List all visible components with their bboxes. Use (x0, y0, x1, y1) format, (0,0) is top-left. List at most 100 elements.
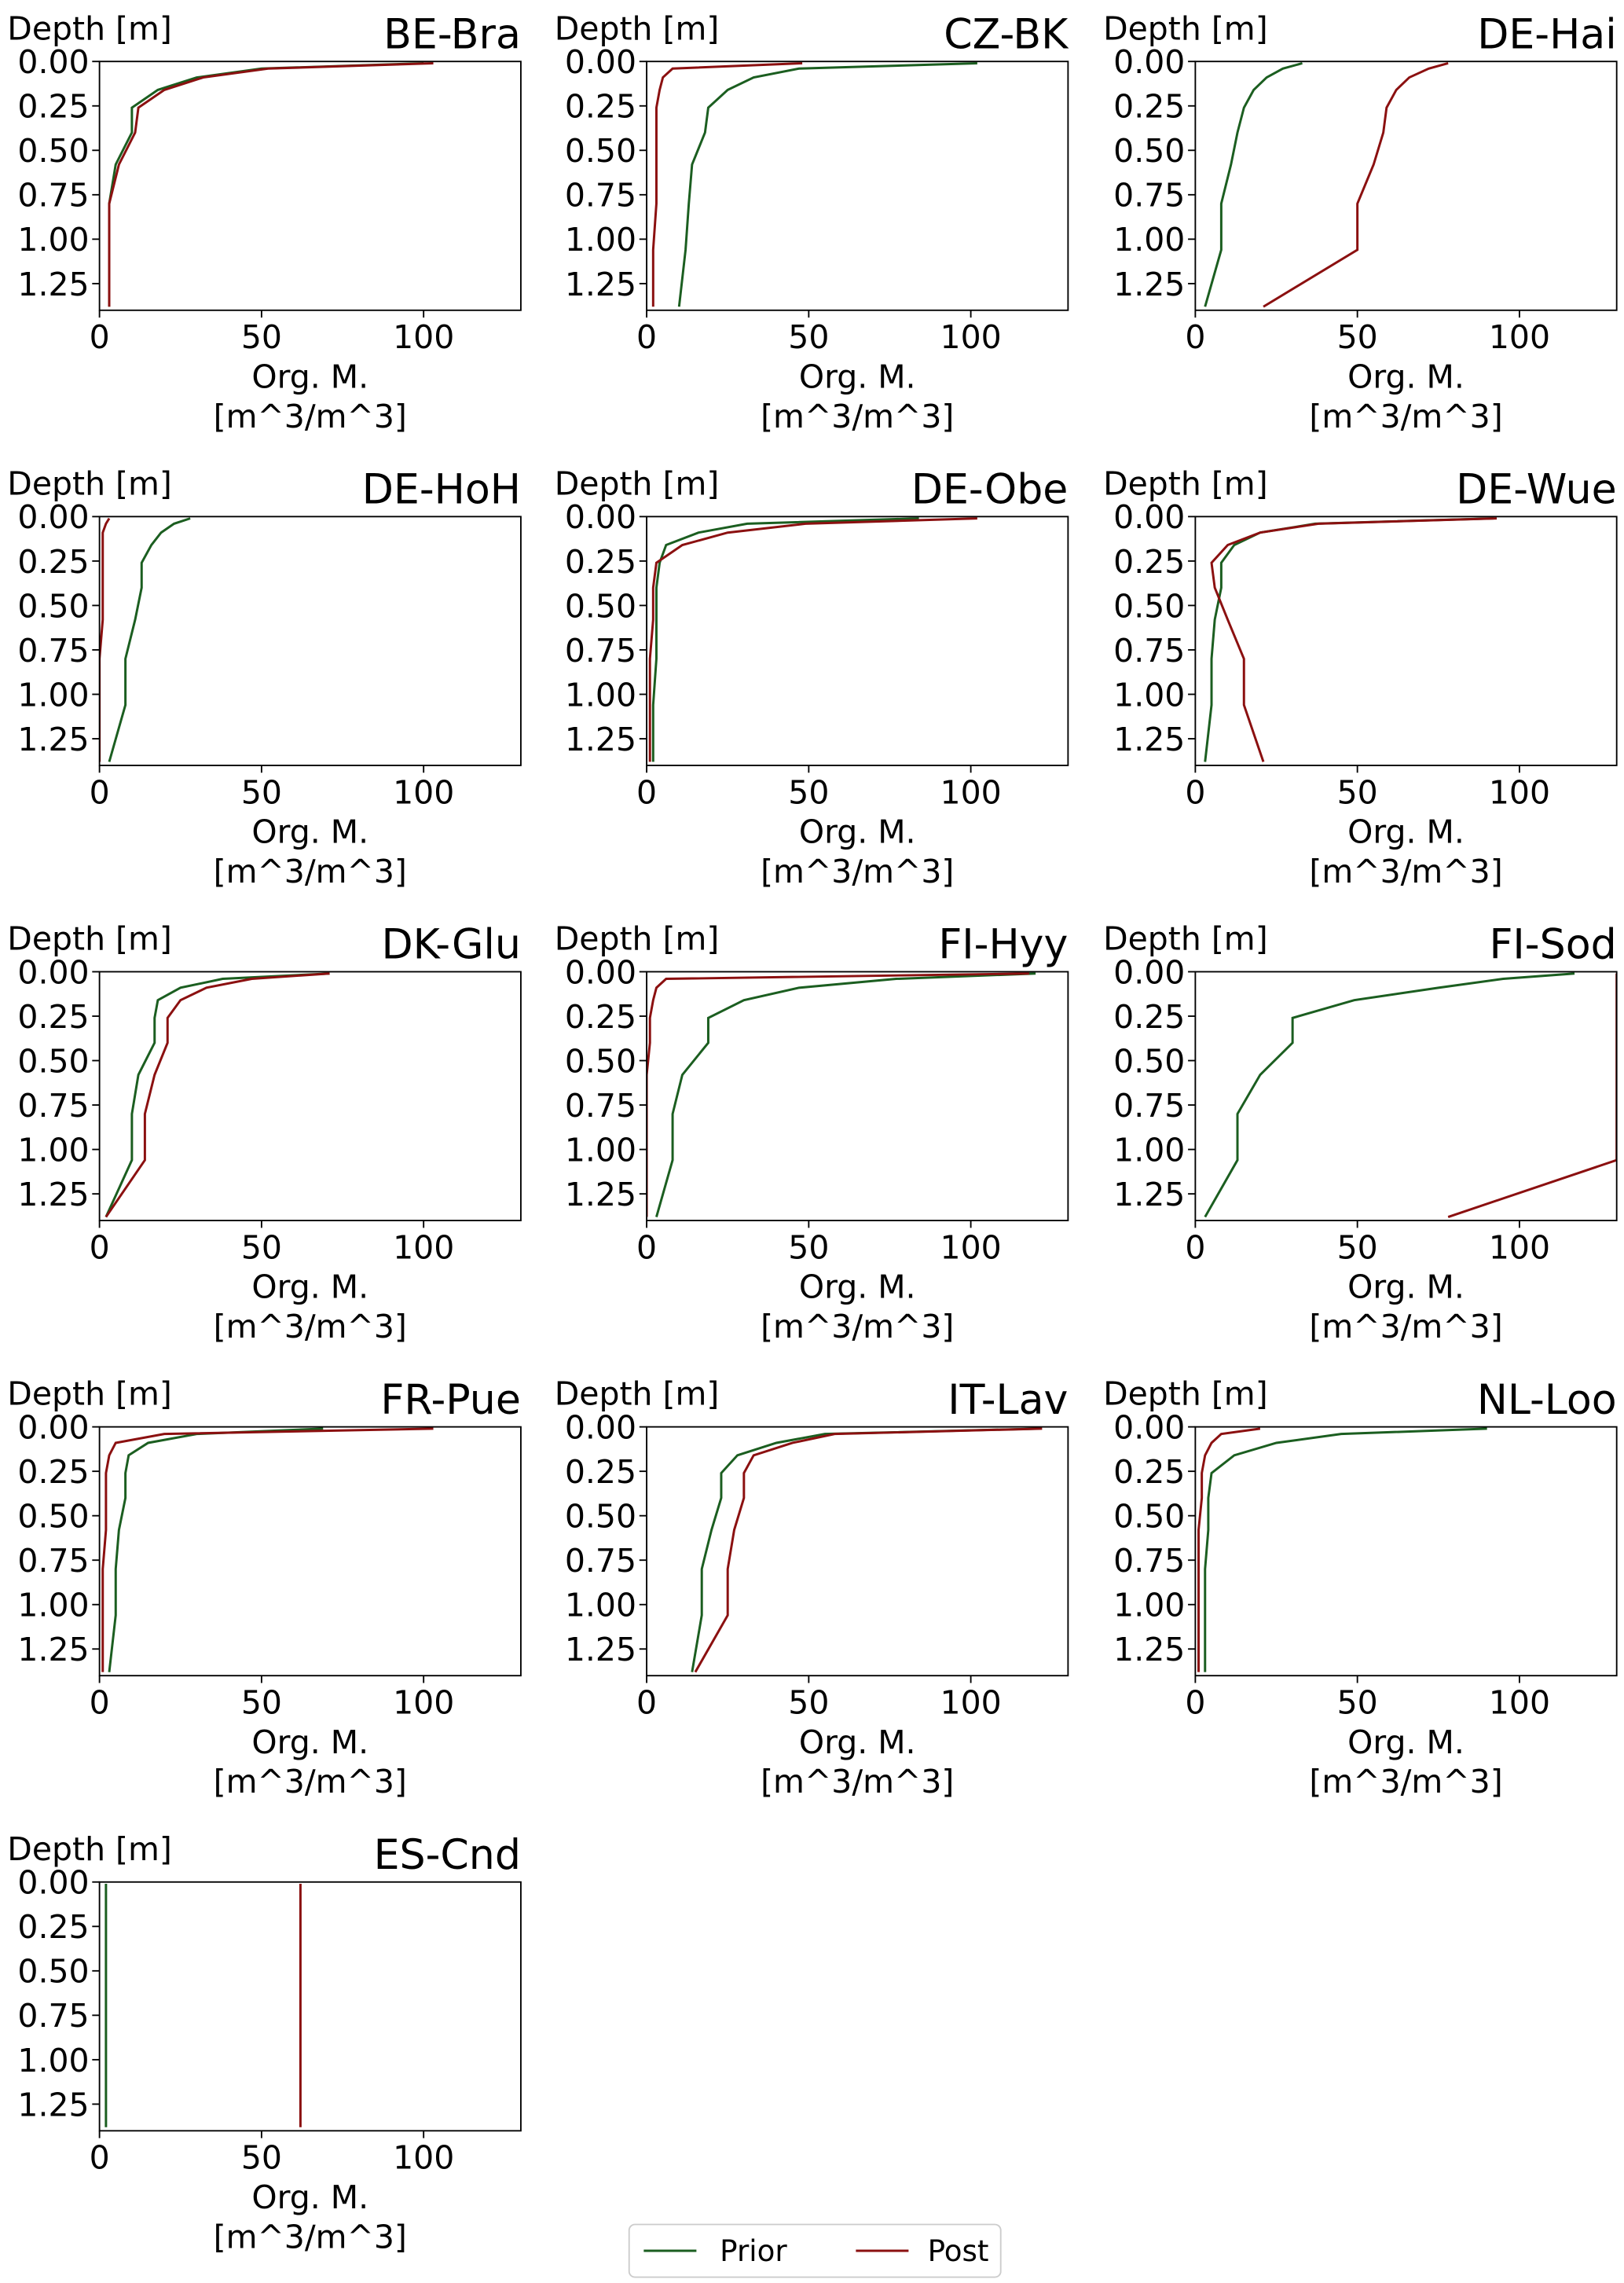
panel: 0 50 100 0.00 0.25 0.50 0.75 1.00 1.25 FI-Hyy Dept… (555, 920, 1069, 1345)
y-tick-label: 1.00 (17, 676, 89, 714)
x-tick-label: 0 (1185, 773, 1205, 811)
x-axis-label: Org. M. (799, 358, 916, 395)
plot-frame (98, 1881, 522, 2132)
x-axis-label: [m^3/m^3] (761, 1308, 954, 1345)
x-axis-label: Org. M. (799, 1268, 916, 1306)
y-axis-label: Depth [m] (7, 920, 172, 958)
y-axis-label: Depth [m] (7, 9, 172, 47)
x-tick-label: 100 (940, 1228, 1002, 1266)
y-tick-label: 1.25 (1113, 721, 1185, 758)
x-tick-label: 100 (940, 1684, 1002, 1722)
panel: 0 50 100 0.00 0.25 0.50 0.75 1.00 1.25 DE-HoH Dept… (7, 464, 522, 890)
legend-frame (628, 2223, 1002, 2278)
x-axis-label: Org. M. (251, 1723, 368, 1761)
y-tick-label: 1.25 (17, 2086, 89, 2123)
y-tick-label: 1.00 (1113, 676, 1185, 714)
y-tick-label: 1.00 (1113, 1132, 1185, 1169)
series-line (691, 1427, 1039, 1672)
series-line (108, 61, 434, 307)
y-tick-label: 1.25 (1113, 1176, 1185, 1213)
x-tick-label: 50 (241, 773, 282, 811)
y-tick-label: 0.50 (1113, 1042, 1185, 1080)
y-tick-label: 1.25 (17, 1631, 89, 1668)
y-tick-label: 0.00 (565, 953, 636, 991)
series-line (99, 517, 111, 762)
panel-title: ES-Cnd (374, 1832, 521, 1879)
y-tick-label: 0.50 (565, 1498, 636, 1536)
y-tick-label: 0.50 (17, 587, 89, 625)
panel: 0 50 100 0.00 0.25 0.50 0.75 1.00 1.25 DK-Glu Dept… (7, 920, 522, 1345)
panel-title: NL-Loo (1477, 1377, 1617, 1424)
panel: 0 50 100 0.00 0.25 0.50 0.75 1.00 1.25 FR-Pue Dept… (7, 1375, 522, 1800)
x-tick-label: 50 (788, 1684, 829, 1722)
x-tick-label: 0 (1185, 1228, 1205, 1266)
plot-frame (1194, 971, 1618, 1221)
y-tick-label: 0.00 (1113, 1409, 1185, 1447)
y-tick-label: 0.00 (1113, 953, 1185, 991)
panel-title: DE-Wue (1456, 467, 1617, 514)
y-tick-label: 0.75 (17, 1087, 89, 1125)
x-tick-label: 0 (90, 2139, 110, 2177)
series-line (1204, 972, 1575, 1218)
y-tick-label: 0.75 (565, 1542, 636, 1580)
y-axis-label: Depth [m] (1103, 9, 1268, 47)
x-tick-label: 50 (788, 318, 829, 356)
y-axis-label: Depth [m] (7, 1375, 172, 1413)
legend: Prior Post (628, 2223, 1002, 2278)
series-line (104, 972, 330, 1218)
y-tick-label: 1.00 (565, 676, 636, 714)
y-tick-label: 0.25 (1113, 1453, 1185, 1491)
panel-title: FR-Pue (380, 1377, 521, 1424)
x-axis-label: Org. M. (1347, 358, 1465, 395)
y-tick-label: 0.75 (1113, 1087, 1185, 1125)
y-tick-label: 0.50 (1113, 1498, 1185, 1536)
x-tick-label: 100 (1489, 1684, 1550, 1722)
y-tick-label: 0.50 (565, 132, 636, 170)
x-axis-label: Org. M. (1347, 813, 1465, 851)
x-tick-label: 0 (90, 1228, 110, 1266)
x-tick-label: 0 (90, 1684, 110, 1722)
y-axis-label: Depth [m] (555, 920, 720, 958)
series-line (655, 972, 1036, 1217)
panel-title: CZ-BK (944, 11, 1069, 58)
x-axis-label: Org. M. (1347, 1268, 1465, 1306)
series-line (1263, 62, 1449, 308)
panel: 0 50 100 0.00 0.25 0.50 0.75 1.00 1.25 BE-Bra Dept… (7, 9, 522, 435)
legend-label: Post (928, 2233, 989, 2268)
x-axis-label: [m^3/m^3] (214, 1308, 407, 1345)
y-tick-label: 0.75 (1113, 177, 1185, 215)
x-axis-label: Org. M. (799, 813, 916, 851)
panel: 0 50 100 0.00 0.25 0.50 0.75 1.00 1.25 FI-Sod Dept… (1103, 920, 1618, 1345)
y-tick-label: 0.50 (1113, 132, 1185, 170)
y-tick-label: 0.25 (565, 1453, 636, 1491)
y-tick-label: 1.25 (565, 266, 636, 303)
x-tick-label: 50 (1337, 1228, 1378, 1266)
plot-frame (98, 971, 522, 1221)
y-tick-label: 0.75 (17, 632, 89, 670)
plot-frame (646, 971, 1069, 1221)
y-tick-label: 1.25 (17, 266, 89, 303)
y-axis-label: Depth [m] (1103, 920, 1268, 958)
x-tick-label: 0 (90, 773, 110, 811)
x-tick-label: 0 (636, 1228, 657, 1266)
panel-title: DE-HoH (362, 467, 521, 514)
panel: 0 50 100 0.00 0.25 0.50 0.75 1.00 1.25 DE-Wue Dept… (1103, 464, 1618, 890)
x-axis-label: Org. M. (1347, 1723, 1465, 1761)
y-tick-label: 0.75 (565, 1087, 636, 1125)
x-axis-label: Org. M. (251, 813, 368, 851)
y-tick-label: 0.50 (565, 587, 636, 625)
plot-frame (98, 1426, 522, 1677)
y-tick-label: 1.00 (565, 221, 636, 259)
plot-frame (1194, 61, 1618, 311)
y-tick-label: 1.25 (565, 1631, 636, 1668)
x-axis-label: Org. M. (251, 1268, 368, 1306)
series-line (651, 61, 803, 307)
series-line (677, 61, 977, 307)
x-tick-label: 50 (788, 773, 829, 811)
y-tick-label: 0.25 (1113, 543, 1185, 581)
x-axis-label: Org. M. (251, 358, 368, 395)
series-line (108, 517, 191, 762)
plot-frame (646, 1426, 1069, 1677)
x-axis-label: [m^3/m^3] (761, 398, 954, 435)
